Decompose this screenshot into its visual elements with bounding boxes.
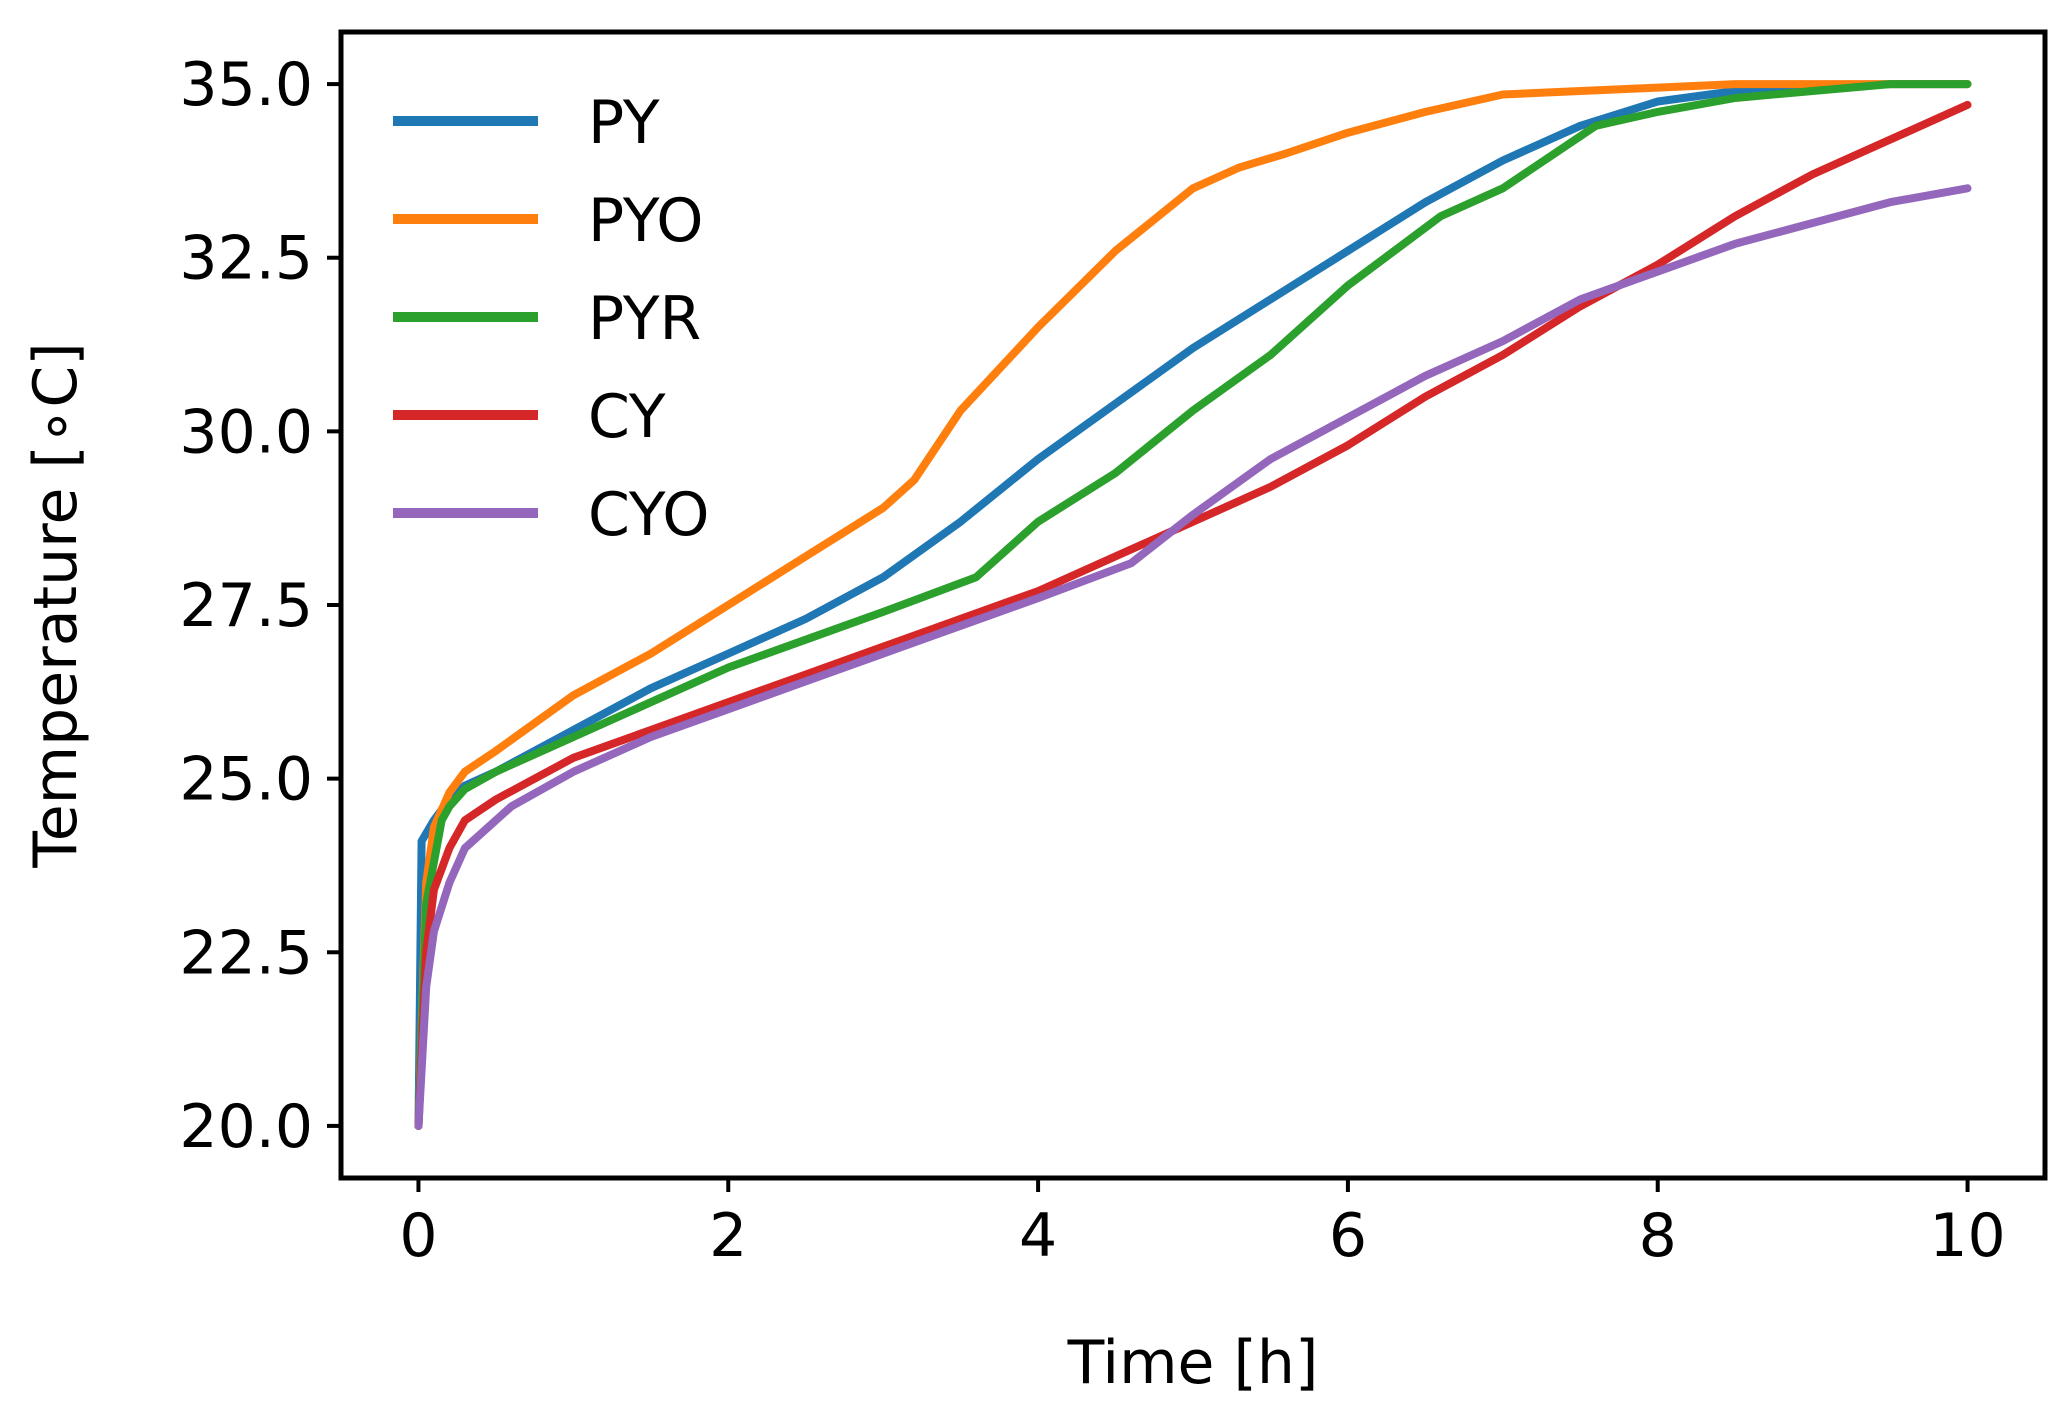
y-axis-label: Temperature [∘C] [21,342,91,868]
series-line-pyr [414,80,1972,1130]
x-tick-label: 6 [1329,1201,1367,1271]
x-tick-label: 0 [399,1201,437,1271]
y-tick-label: 20.0 [179,1092,313,1162]
x-tick-label: 8 [1639,1201,1677,1271]
series-line-cyo [414,184,1972,1130]
legend-label-pyo: PYO [588,186,703,256]
legend-label-cyo: CYO [588,480,709,550]
y-tick-label: 27.5 [179,571,313,641]
legend-label-pyr: PYR [588,284,701,354]
x-axis-label: Time [h] [1067,1328,1319,1398]
series-line-pyo [414,80,1972,1130]
plot-frame [338,29,2048,1181]
y-tick-label: 35.0 [179,50,313,120]
y-tick-label: 22.5 [179,918,313,988]
x-tick-label: 2 [709,1201,747,1271]
y-tick-label: 25.0 [179,745,313,815]
legend: PY PYO PYR CY CYO [393,88,709,550]
y-tick-label: 32.5 [179,224,313,294]
x-tick-label: 10 [1929,1201,2005,1271]
legend-label-cy: CY [588,382,666,452]
ticks-layer: 0 2 4 6 8 10 20.0 22.5 25.0 27.5 30.0 32.5 35.0 [179,50,2005,1271]
legend-label-py: PY [588,88,660,158]
x-tick-label: 4 [1019,1201,1057,1271]
series-layer [414,80,1972,1130]
series-line-cy [414,100,1972,1130]
y-tick-label: 30.0 [179,397,313,467]
